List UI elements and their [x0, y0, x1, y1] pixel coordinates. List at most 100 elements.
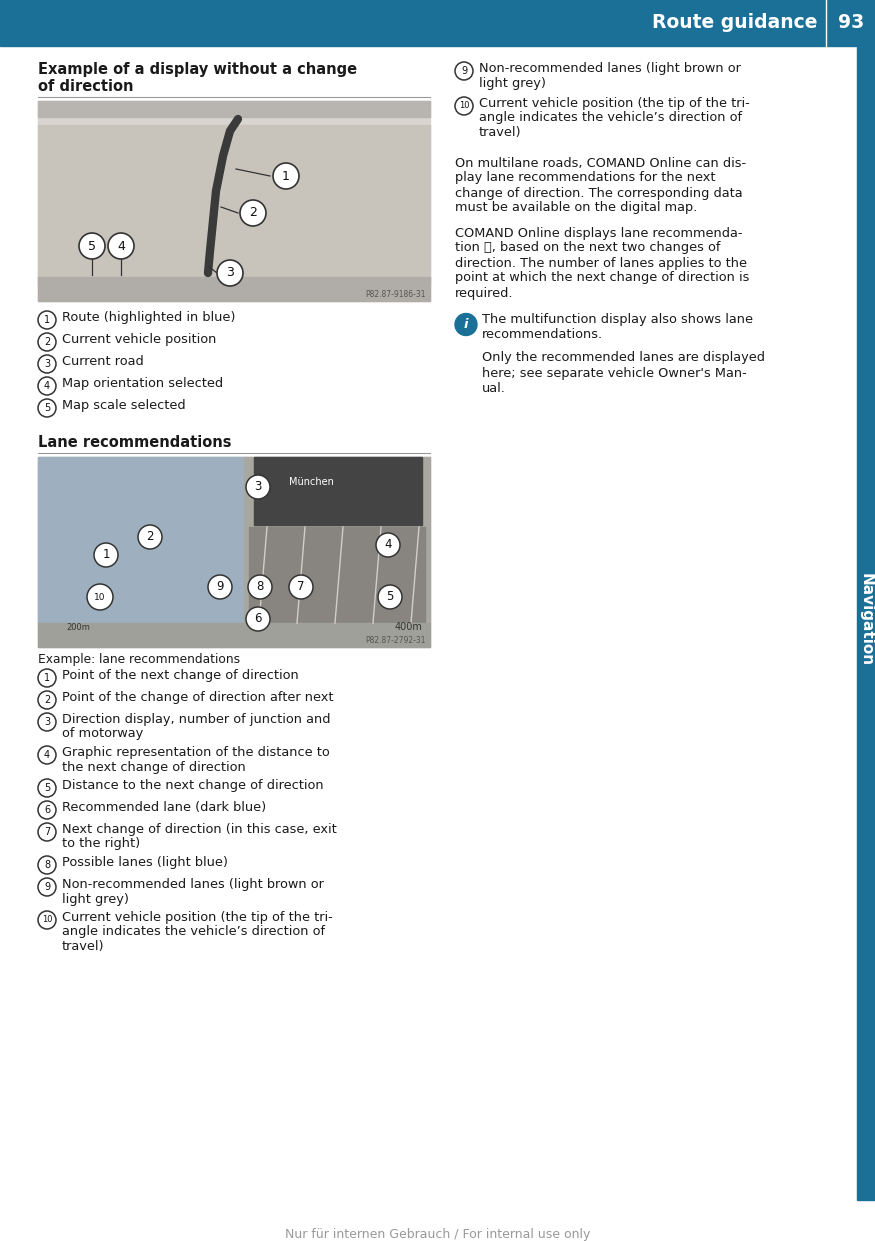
Bar	[38, 623, 430, 647]
Circle shape	[378, 585, 402, 609]
Text: Route (highlighted in blue): Route (highlighted in blue)	[62, 311, 235, 324]
Circle shape	[138, 525, 162, 549]
Text: COMAND Online displays lane recommenda-: COMAND Online displays lane recommenda-	[455, 227, 743, 240]
Text: 5: 5	[387, 591, 394, 603]
Text: Map scale selected: Map scale selected	[62, 400, 186, 412]
Text: Lane recommendations: Lane recommendations	[38, 436, 232, 450]
Text: Map orientation selected: Map orientation selected	[62, 377, 223, 390]
Text: of motorway: of motorway	[62, 727, 144, 741]
Text: 10: 10	[458, 102, 469, 110]
Text: Non-recommended lanes (light brown or: Non-recommended lanes (light brown or	[62, 877, 324, 891]
Text: 8: 8	[256, 581, 263, 593]
Bar	[38, 457, 430, 647]
Text: 1: 1	[282, 170, 290, 182]
Text: i: i	[464, 318, 468, 331]
Text: ual.: ual.	[482, 381, 506, 395]
Text: The multifunction display also shows lane: The multifunction display also shows lan…	[482, 314, 753, 326]
Text: 6: 6	[255, 613, 262, 625]
Text: 3: 3	[255, 480, 262, 494]
Text: Example: lane recommendations: Example: lane recommendations	[38, 653, 240, 666]
Text: 10: 10	[94, 592, 106, 602]
Text: Direction display, number of junction and: Direction display, number of junction an…	[62, 714, 331, 726]
Circle shape	[376, 532, 400, 557]
Bar	[38, 457, 244, 623]
Text: Current vehicle position: Current vehicle position	[62, 333, 216, 346]
Text: 93: 93	[838, 14, 864, 32]
Bar	[38, 101, 430, 302]
Text: to the right): to the right)	[62, 838, 140, 850]
Text: Non-recommended lanes (light brown or: Non-recommended lanes (light brown or	[479, 62, 741, 74]
Text: 7: 7	[298, 581, 304, 593]
Circle shape	[94, 544, 118, 567]
Text: Distance to the next change of direction: Distance to the next change of direction	[62, 779, 324, 792]
Text: 9: 9	[44, 882, 50, 892]
Text: required.: required.	[455, 287, 514, 299]
Circle shape	[273, 163, 299, 189]
Text: 200m: 200m	[66, 623, 90, 632]
Text: Navigation: Navigation	[858, 573, 873, 666]
Text: 7: 7	[44, 827, 50, 836]
Text: light grey): light grey)	[62, 892, 129, 906]
Text: 400m: 400m	[394, 622, 422, 632]
Text: Next change of direction (in this case, exit: Next change of direction (in this case, …	[62, 823, 337, 836]
Text: 1: 1	[102, 549, 109, 561]
Bar	[254, 457, 422, 525]
Text: Point of the change of direction after next: Point of the change of direction after n…	[62, 691, 333, 704]
Circle shape	[208, 575, 232, 599]
Text: 5: 5	[44, 783, 50, 793]
Circle shape	[455, 314, 477, 335]
Text: Current vehicle position (the tip of the tri-: Current vehicle position (the tip of the…	[62, 911, 332, 925]
Text: 4: 4	[117, 240, 125, 252]
Text: direction. The number of lanes applies to the: direction. The number of lanes applies t…	[455, 257, 747, 269]
Text: recommendations.: recommendations.	[482, 329, 603, 341]
Text: Current road: Current road	[62, 355, 144, 369]
Text: 2: 2	[44, 338, 50, 347]
Text: 8: 8	[44, 860, 50, 870]
Text: 1: 1	[44, 315, 50, 325]
Text: P82.87-9186-31: P82.87-9186-31	[366, 290, 426, 299]
Text: 4: 4	[384, 539, 392, 551]
Text: Route guidance: Route guidance	[653, 14, 818, 32]
Text: the next change of direction: the next change of direction	[62, 761, 246, 773]
Text: 5: 5	[88, 240, 96, 252]
Text: must be available on the digital map.: must be available on the digital map.	[455, 201, 697, 215]
Text: Current vehicle position (the tip of the tri-: Current vehicle position (the tip of the…	[479, 97, 750, 110]
Text: angle indicates the vehicle’s direction of: angle indicates the vehicle’s direction …	[479, 112, 742, 124]
Text: of direction: of direction	[38, 79, 134, 94]
Circle shape	[246, 607, 270, 630]
Text: 2: 2	[44, 695, 50, 705]
Text: 3: 3	[226, 267, 234, 279]
Circle shape	[217, 261, 243, 285]
Text: Only the recommended lanes are displayed: Only the recommended lanes are displayed	[482, 351, 765, 365]
Text: play lane recommendations for the next: play lane recommendations for the next	[455, 171, 716, 185]
Text: travel): travel)	[479, 127, 522, 139]
Text: On multilane roads, COMAND Online can dis-: On multilane roads, COMAND Online can di…	[455, 156, 746, 170]
Text: 1: 1	[44, 673, 50, 683]
Text: 9: 9	[216, 581, 224, 593]
Text: Graphic representation of the distance to: Graphic representation of the distance t…	[62, 746, 330, 759]
Text: 9: 9	[461, 66, 467, 76]
Bar	[857, 46, 875, 1200]
Circle shape	[240, 200, 266, 226]
Bar	[0, 0, 875, 46]
Text: point at which the next change of direction is: point at which the next change of direct…	[455, 272, 749, 284]
Text: tion ⓥ, based on the next two changes of: tion ⓥ, based on the next two changes of	[455, 242, 720, 254]
Bar	[249, 527, 425, 623]
Bar	[38, 101, 430, 117]
Text: 5: 5	[44, 403, 50, 413]
Text: 10: 10	[42, 916, 52, 925]
Circle shape	[87, 585, 113, 611]
Text: 2: 2	[146, 530, 154, 544]
Bar	[38, 125, 430, 285]
Text: 3: 3	[44, 359, 50, 369]
Bar	[38, 277, 430, 302]
Text: here; see separate vehicle Owner's Man-: here; see separate vehicle Owner's Man-	[482, 366, 746, 380]
Circle shape	[248, 575, 272, 599]
Circle shape	[108, 233, 134, 259]
Text: 4: 4	[44, 381, 50, 391]
Text: travel): travel)	[62, 939, 105, 953]
Text: light grey): light grey)	[479, 77, 546, 89]
Text: 6: 6	[44, 805, 50, 815]
Text: Recommended lane (dark blue): Recommended lane (dark blue)	[62, 800, 266, 814]
Text: angle indicates the vehicle’s direction of: angle indicates the vehicle’s direction …	[62, 926, 326, 938]
